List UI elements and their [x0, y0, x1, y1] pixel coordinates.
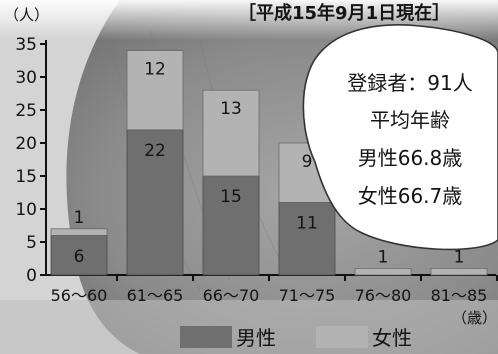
- data-label-female: 1: [74, 208, 85, 228]
- x-tick-label: 66～70: [203, 286, 260, 305]
- data-label-female: 9: [302, 152, 313, 172]
- y-tick-label: 30: [15, 68, 37, 88]
- bar-female: [51, 229, 107, 236]
- info-male-average: 男性66.8歳: [358, 146, 463, 170]
- y-tick-label: 0: [26, 266, 37, 286]
- y-tick-label: 10: [15, 200, 37, 220]
- legend-swatch-male: [180, 326, 232, 348]
- x-axis-unit: （歳）: [452, 309, 497, 327]
- x-tick-label: 56～60: [51, 286, 108, 305]
- data-label-female: 13: [220, 99, 242, 119]
- x-tick-label: 76～80: [355, 286, 412, 305]
- data-label-female: 12: [144, 60, 166, 80]
- data-label-female: 1: [378, 247, 389, 267]
- info-average-age-label: 平均年齢: [370, 108, 450, 132]
- y-tick-label: 35: [15, 35, 37, 55]
- y-tick-label: 25: [15, 101, 37, 121]
- legend-swatch-female: [316, 326, 368, 348]
- y-ticks: 0 5 10 15 20 25 30 35: [15, 35, 46, 286]
- legend-label-male: 男性: [236, 326, 276, 350]
- info-female-average: 女性66.7歳: [358, 184, 463, 208]
- x-tick-label: 61～65: [127, 286, 184, 305]
- data-label-male: 11: [296, 213, 318, 233]
- data-label-male: 6: [74, 247, 85, 267]
- data-label-male: 22: [144, 141, 166, 161]
- chart-title: ［平成15年9月1日現在］: [238, 2, 450, 24]
- bar-female: [355, 268, 411, 275]
- x-tick-label: 71～75: [279, 286, 336, 305]
- legend: 男性 女性: [180, 326, 412, 350]
- y-axis-unit: （人）: [4, 6, 49, 24]
- legend-label-female: 女性: [372, 326, 412, 350]
- data-label-female: 1: [454, 247, 465, 267]
- info-registered: 登録者：91人: [347, 71, 472, 95]
- y-tick-label: 5: [26, 233, 37, 253]
- data-label-male: 15: [220, 187, 242, 207]
- y-tick-label: 20: [15, 134, 37, 154]
- y-tick-label: 15: [15, 167, 37, 187]
- bar-female: [431, 268, 487, 275]
- x-tick-label: 81～85: [431, 286, 488, 305]
- x-ticks: 56～60 61～65 66～70 71～75 76～80 81～85: [51, 275, 497, 305]
